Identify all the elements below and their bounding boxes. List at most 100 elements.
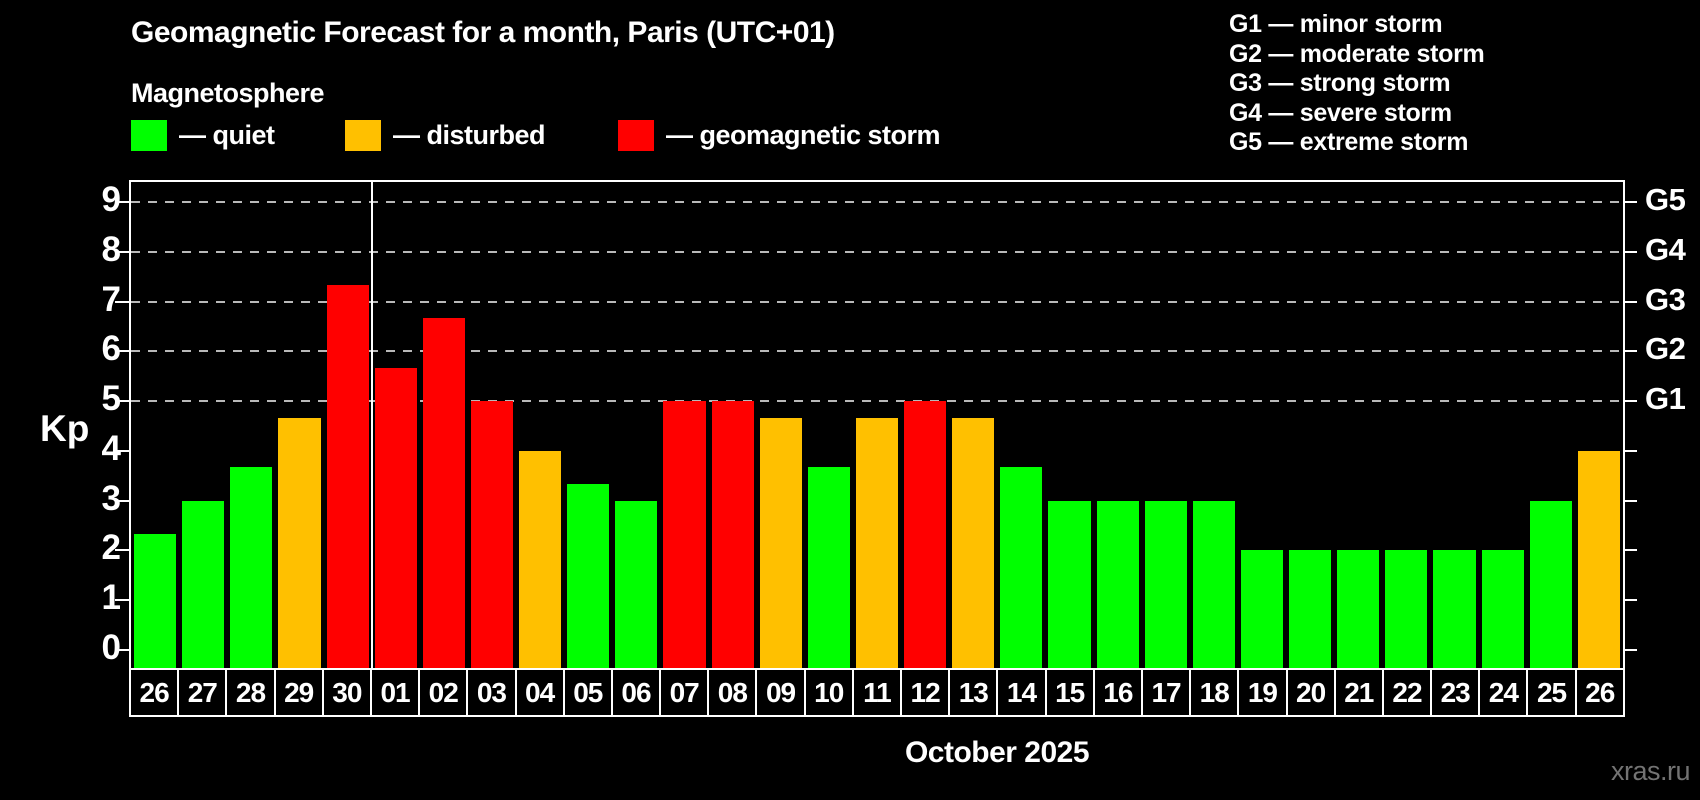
bar-day-05 [567, 484, 610, 668]
legend-label: — geomagnetic storm [666, 120, 941, 150]
y-axis-tick-left-5 [115, 400, 129, 403]
bar-day-17 [1144, 500, 1187, 668]
g-axis-label-g4: G4 [1645, 231, 1686, 267]
day-label-09: 09 [755, 668, 806, 717]
day-label-28-prev-month: 28 [225, 668, 276, 717]
legend-item-quiet: — quiet [131, 120, 275, 151]
bar-day-03 [470, 401, 514, 668]
y-axis-tick-left-1 [115, 599, 129, 602]
bar-day-02 [422, 317, 465, 668]
y-tick-label-8: 8 [101, 229, 121, 269]
month-boundary-line [370, 182, 373, 668]
bar-day-29 [278, 417, 321, 668]
y-axis-tick-left-2 [115, 549, 129, 552]
gridline-kp5 [131, 400, 1623, 403]
bar-day-16 [1096, 500, 1139, 668]
bar-day-25 [1529, 500, 1572, 668]
bar-day-26 [1577, 450, 1620, 668]
day-label-18: 18 [1189, 668, 1240, 717]
bar-day-15 [1048, 500, 1091, 668]
g-legend-line-g5: G5 — extreme storm [1229, 128, 1469, 156]
bar-day-11 [855, 417, 899, 668]
bar-day-01 [374, 367, 417, 668]
bar-day-10 [807, 467, 850, 668]
x-axis-day-labels: 26 27 28 29 30 01 02 03 04 05 06 07 08 09 10 11 12 13 14 15… [129, 668, 1625, 717]
gridline-kp9 [131, 200, 1623, 203]
y-axis-tick-right-1 [1623, 599, 1637, 602]
day-label-23: 23 [1430, 668, 1481, 717]
day-label-02: 02 [418, 668, 469, 717]
day-label-21: 21 [1333, 668, 1384, 717]
y-axis-tick-right-8 [1623, 250, 1637, 253]
bar-day-18 [1192, 500, 1235, 668]
g-axis-label-g2: G2 [1645, 331, 1686, 367]
y-axis-tick-right-2 [1623, 549, 1637, 552]
y-tick-label-7: 7 [101, 279, 121, 319]
bar-day-12 [904, 401, 947, 668]
day-label-06: 06 [610, 668, 662, 717]
day-label-26-prev-month: 26 [129, 668, 180, 717]
bar-day-04 [519, 450, 562, 668]
day-label-24: 24 [1478, 668, 1529, 717]
quiet-color-swatch [131, 120, 167, 151]
day-label-14: 14 [996, 668, 1047, 717]
legend-item-storm: — geomagnetic storm [618, 120, 941, 151]
disturbed-color-swatch [345, 120, 381, 151]
day-label-19: 19 [1237, 668, 1288, 717]
day-label-27-prev-month: 27 [177, 668, 228, 717]
bar-day-21 [1337, 550, 1380, 668]
y-axis-tick-right-9 [1623, 200, 1637, 203]
day-label-30-prev-month: 30 [321, 668, 372, 717]
y-axis-label: Kp [40, 408, 90, 449]
bar-day-23 [1433, 550, 1476, 668]
y-axis-tick-left-4 [115, 449, 129, 452]
day-label-12: 12 [900, 668, 951, 717]
day-label-16: 16 [1092, 668, 1143, 717]
bar-day-22 [1385, 550, 1428, 668]
day-label-22: 22 [1381, 668, 1433, 717]
g-axis-label-g3: G3 [1645, 281, 1686, 317]
y-axis-tick-left-3 [115, 499, 129, 502]
y-tick-label-5: 5 [101, 379, 121, 419]
gridline-kp8 [131, 250, 1623, 253]
y-axis-tick-right-0 [1623, 649, 1637, 651]
y-axis-tick-right-5 [1623, 400, 1637, 403]
y-axis-tick-right-6 [1623, 350, 1637, 353]
g-axis-label-g1: G1 [1645, 381, 1686, 417]
chart-subtitle: Magnetosphere [131, 78, 325, 108]
day-label-11: 11 [851, 668, 902, 717]
bar-day-07 [663, 401, 706, 668]
day-label-05: 05 [562, 668, 613, 717]
day-label-20: 20 [1285, 668, 1336, 717]
gridline-kp7 [131, 300, 1623, 303]
storm-color-swatch [618, 120, 654, 151]
y-axis-tick-left-6 [115, 350, 129, 353]
watermark: xras.ru [1610, 756, 1691, 786]
y-tick-label-6: 6 [101, 329, 121, 369]
day-label-04: 04 [514, 668, 565, 717]
day-label-03: 03 [466, 668, 517, 717]
g-axis-label-g5: G5 [1645, 181, 1686, 217]
y-axis-tick-left-7 [115, 300, 129, 303]
bar-day-20 [1289, 550, 1332, 668]
bar-day-08 [711, 401, 754, 668]
y-tick-label-3: 3 [101, 478, 121, 518]
day-label-07: 07 [659, 668, 710, 717]
page-title: Geomagnetic Forecast for a month, Paris … [131, 16, 835, 49]
y-axis-tick-left-9 [115, 200, 129, 203]
day-label-08: 08 [707, 668, 758, 717]
day-label-10: 10 [803, 668, 854, 717]
legend-label: — quiet [179, 120, 275, 150]
x-axis-month-label: October 2025 [904, 736, 1090, 769]
y-tick-label-4: 4 [101, 428, 121, 468]
bar-day-28 [230, 467, 273, 668]
g-legend-line-g4: G4 — severe storm [1229, 98, 1452, 127]
g-legend-line-g2: G2 — moderate storm [1229, 39, 1485, 68]
day-label-17: 17 [1140, 668, 1192, 717]
bar-day-13 [952, 417, 995, 668]
y-axis-tick-right-7 [1623, 300, 1637, 303]
day-label-13: 13 [948, 668, 999, 717]
g-legend-line-g1: G1 — minor storm [1229, 10, 1443, 38]
day-label-15: 15 [1044, 668, 1095, 717]
